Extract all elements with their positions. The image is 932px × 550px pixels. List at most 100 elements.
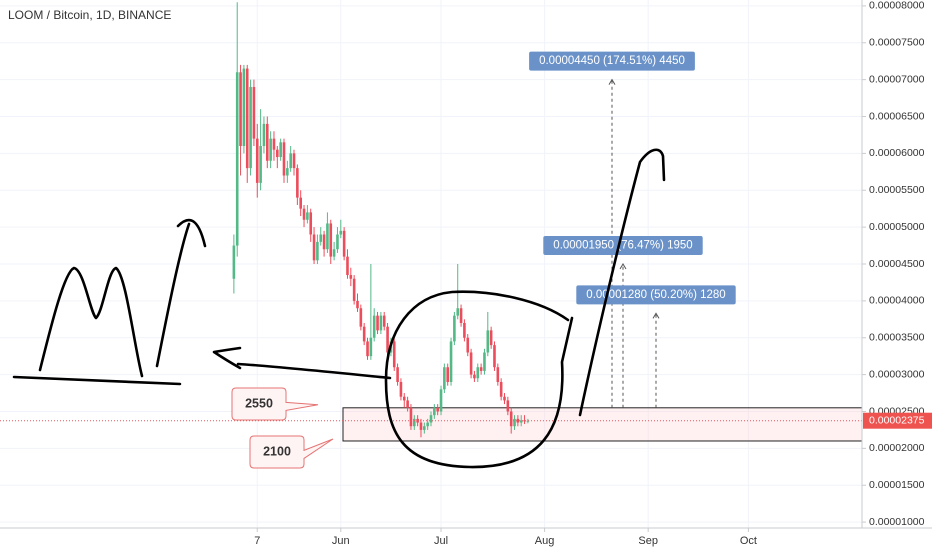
candle-body xyxy=(332,249,336,257)
annotations: 0.00004450 (174.51%) 4450 0.00001950 (76.… xyxy=(0,51,862,469)
y-tick-label: 0.00004000 xyxy=(869,295,925,307)
candle-body xyxy=(523,420,526,422)
x-tick-label: Jun xyxy=(332,535,350,547)
last-price-label: 0.00002375 xyxy=(869,414,925,426)
candle-body xyxy=(356,300,359,309)
grid xyxy=(0,0,862,528)
measure-arrowhead xyxy=(608,78,616,85)
measure-label: 0.00001280 (50.20%) 1280 xyxy=(586,289,725,301)
candle-body xyxy=(245,68,249,169)
candle-body xyxy=(419,422,423,430)
candle-body xyxy=(322,234,326,250)
candle-body xyxy=(379,315,383,331)
y-tick-label: 0.00002000 xyxy=(869,442,925,454)
candle-body xyxy=(336,234,339,250)
zone-callout-label: 2100 xyxy=(263,444,291,458)
candle-body xyxy=(366,341,369,357)
candle-body xyxy=(459,308,463,323)
measure-label: 0.00004450 (174.51%) 4450 xyxy=(539,55,685,67)
candle-body xyxy=(352,278,356,301)
candle-body xyxy=(239,72,242,147)
candle-body xyxy=(466,337,470,353)
candle-body xyxy=(423,426,426,430)
candle-body xyxy=(509,411,513,427)
candle-body xyxy=(296,168,299,198)
candle-body xyxy=(392,341,396,368)
candle-body xyxy=(292,153,296,169)
y-tick-label: 0.00003500 xyxy=(869,332,925,344)
x-tick-label: 7 xyxy=(254,535,260,547)
y-tick-label: 0.00008000 xyxy=(869,0,925,12)
zone-callout xyxy=(249,435,334,469)
measure-label-box xyxy=(529,51,695,71)
candle-body xyxy=(386,326,389,353)
candle-body xyxy=(242,68,246,147)
candle-body xyxy=(446,367,450,382)
candle-body xyxy=(402,396,406,401)
hand-drawing xyxy=(12,148,666,469)
candle-body xyxy=(232,245,236,279)
zone-callout-label: 2550 xyxy=(245,396,273,410)
candle-body xyxy=(282,142,286,176)
candle-body xyxy=(409,407,413,427)
candle-body xyxy=(302,208,306,220)
y-tick-label: 0.00001500 xyxy=(869,479,925,491)
candle-body xyxy=(489,330,493,346)
candle-body xyxy=(433,407,436,416)
candle-body xyxy=(443,367,446,390)
x-tick-label: Sep xyxy=(638,535,658,547)
candle-body xyxy=(396,367,399,382)
candle-body xyxy=(339,230,343,235)
hand-up-stroke xyxy=(155,218,207,368)
candle-body xyxy=(376,315,379,331)
candle-body xyxy=(359,308,363,327)
candle-body xyxy=(276,149,279,158)
hand-m-pattern xyxy=(38,266,144,378)
measure-label-box xyxy=(576,285,736,305)
candle-body xyxy=(249,87,252,169)
candle-body xyxy=(486,330,490,353)
candle-body xyxy=(369,337,373,357)
candle-body xyxy=(519,420,523,423)
y-tick-label: 0.00007500 xyxy=(869,37,925,49)
candle-body xyxy=(362,326,366,342)
measure-label: 0.00001950 (76.47%) 1950 xyxy=(553,240,692,252)
candle-body xyxy=(252,87,256,139)
candle-body xyxy=(513,418,516,427)
candle-body xyxy=(449,341,453,382)
y-tick-label: 0.00006000 xyxy=(869,147,925,159)
candle-body xyxy=(326,223,329,250)
candle-body xyxy=(286,168,289,176)
y-tick-label: 0.00003000 xyxy=(869,368,925,380)
y-tick-label: 0.00005000 xyxy=(869,221,925,233)
hand-left-arrow xyxy=(212,346,392,380)
candle-body xyxy=(412,418,416,427)
measure-arrowhead xyxy=(652,312,660,319)
candle-body xyxy=(255,138,259,183)
measure-arrowhead xyxy=(619,263,627,270)
candle-body xyxy=(289,153,292,169)
zone-callout xyxy=(231,387,319,421)
x-tick-label: Oct xyxy=(740,535,757,547)
candle-body xyxy=(476,367,480,379)
candle-body xyxy=(306,212,309,220)
candles xyxy=(232,2,530,438)
candle-body xyxy=(269,138,272,161)
candle-body xyxy=(469,352,473,375)
candle-body xyxy=(439,389,443,412)
y-tick-label: 0.00007000 xyxy=(869,73,925,85)
hand-baseline xyxy=(12,375,182,386)
candle-body xyxy=(342,230,346,257)
candle-body xyxy=(526,420,530,422)
candle-body xyxy=(516,418,520,423)
candle-body xyxy=(312,234,316,261)
candle-body xyxy=(499,381,503,397)
y-tick-label: 0.00004500 xyxy=(869,258,925,270)
candle-body xyxy=(309,212,313,235)
candle-body xyxy=(399,381,403,397)
candle-body xyxy=(382,315,386,327)
candle-body xyxy=(429,415,433,423)
zone-layer xyxy=(342,407,863,442)
hand-target-arrow xyxy=(578,148,666,417)
